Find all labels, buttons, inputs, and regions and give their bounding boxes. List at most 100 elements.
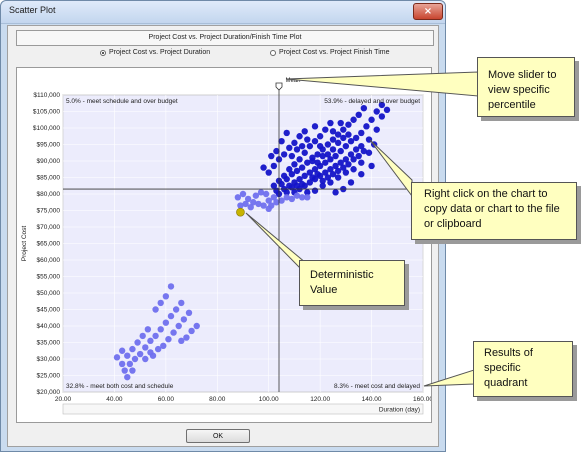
data-point <box>329 128 337 135</box>
data-point <box>244 195 252 203</box>
data-point <box>286 144 293 151</box>
data-point <box>370 141 378 148</box>
data-point <box>332 162 339 170</box>
data-point <box>185 309 193 316</box>
y-tick-label: $80,000 <box>37 191 61 198</box>
scatter-chart-svg[interactable]: $20,000 $25,000 $30,000 $35,000 $40,000 $45,0… <box>17 68 431 422</box>
data-point <box>260 164 267 171</box>
data-point <box>124 352 131 359</box>
data-point <box>237 202 244 209</box>
data-point <box>167 283 175 290</box>
quadrant-callout: Results of specific quadrant <box>473 341 573 397</box>
radio-duration[interactable]: Project Cost vs. Project Duration <box>100 49 210 56</box>
data-point <box>350 116 357 123</box>
y-tick-label: $100,000 <box>33 125 60 132</box>
data-point <box>265 197 272 204</box>
y-tick-label: $55,000 <box>37 274 61 281</box>
data-point <box>355 111 362 118</box>
data-point <box>172 306 180 313</box>
scatter-chart[interactable]: $20,000 $25,000 $30,000 $35,000 $40,000 $45,0… <box>16 67 432 423</box>
data-point <box>280 151 288 158</box>
data-point <box>139 332 146 340</box>
data-point <box>373 126 380 133</box>
y-tick-label: $75,000 <box>37 208 61 215</box>
radio-unselected-icon[interactable] <box>270 49 276 56</box>
data-point <box>154 345 162 353</box>
data-point <box>334 131 342 138</box>
data-point <box>316 142 324 150</box>
data-point <box>319 152 326 160</box>
y-tick-label: $105,000 <box>33 109 60 116</box>
radio-finish-time[interactable]: Project Cost vs. Project Finish Time <box>270 49 389 56</box>
data-point <box>193 322 200 330</box>
data-point <box>180 316 188 323</box>
data-point <box>262 190 270 198</box>
data-point <box>118 360 126 368</box>
x-tick-label: 160.00 <box>413 396 431 403</box>
data-point <box>340 126 347 133</box>
mean-slider-handle[interactable] <box>275 82 283 91</box>
data-point <box>314 151 321 158</box>
quadrant-label-top-left: 5.0% - meet schedule and over budget <box>66 98 178 105</box>
data-point <box>352 146 360 153</box>
data-point <box>280 172 288 180</box>
data-point <box>309 157 316 165</box>
y-tick-label: $35,000 <box>37 340 61 347</box>
data-point <box>332 189 339 196</box>
y-tick-label: $40,000 <box>37 323 61 330</box>
data-point <box>113 354 121 361</box>
data-point <box>342 169 350 176</box>
y-tick-label: $25,000 <box>37 373 61 380</box>
data-point <box>358 159 365 166</box>
data-point <box>142 344 149 351</box>
data-point <box>270 162 278 170</box>
data-point <box>358 171 365 178</box>
x-tick-label: 120.00 <box>310 396 330 403</box>
radio-duration-label: Project Cost vs. Project Duration <box>109 49 211 56</box>
data-point <box>368 116 375 123</box>
data-point <box>316 133 324 140</box>
data-point <box>327 156 334 163</box>
ok-button[interactable]: OK <box>186 429 250 443</box>
data-point <box>147 349 154 356</box>
data-point <box>129 345 136 353</box>
y-tick-label: $60,000 <box>37 257 61 264</box>
data-point <box>136 350 144 358</box>
data-point <box>296 156 303 163</box>
data-point <box>327 119 334 127</box>
y-tick-label: $85,000 <box>37 175 61 182</box>
data-point <box>329 146 337 153</box>
data-point <box>347 151 355 158</box>
close-button[interactable]: × <box>413 3 443 20</box>
data-point <box>383 106 391 114</box>
data-point <box>322 159 329 166</box>
data-point <box>342 142 350 150</box>
data-point <box>304 189 311 196</box>
y-tick-label: $50,000 <box>37 290 61 297</box>
data-point <box>363 123 370 130</box>
data-point <box>332 152 339 160</box>
data-point <box>314 171 321 178</box>
data-point <box>293 146 301 153</box>
data-point <box>247 204 254 211</box>
data-point <box>183 334 190 341</box>
data-point <box>286 166 293 173</box>
deterministic-point[interactable] <box>236 207 245 217</box>
data-point <box>345 131 352 138</box>
data-point <box>334 174 342 181</box>
data-point <box>265 205 272 213</box>
data-point <box>358 142 365 150</box>
data-point <box>373 108 380 115</box>
data-point <box>278 138 285 145</box>
data-point <box>293 182 301 189</box>
data-point <box>288 152 296 160</box>
data-point <box>345 121 352 128</box>
radio-selected-icon[interactable] <box>100 49 106 56</box>
data-point <box>340 164 347 171</box>
data-point <box>288 195 296 203</box>
data-point <box>352 134 360 142</box>
data-point <box>118 347 126 354</box>
data-point <box>378 101 386 109</box>
x-axis-label: Duration (day) <box>379 407 420 414</box>
title-bar[interactable]: Scatter Plot × <box>1 1 445 24</box>
